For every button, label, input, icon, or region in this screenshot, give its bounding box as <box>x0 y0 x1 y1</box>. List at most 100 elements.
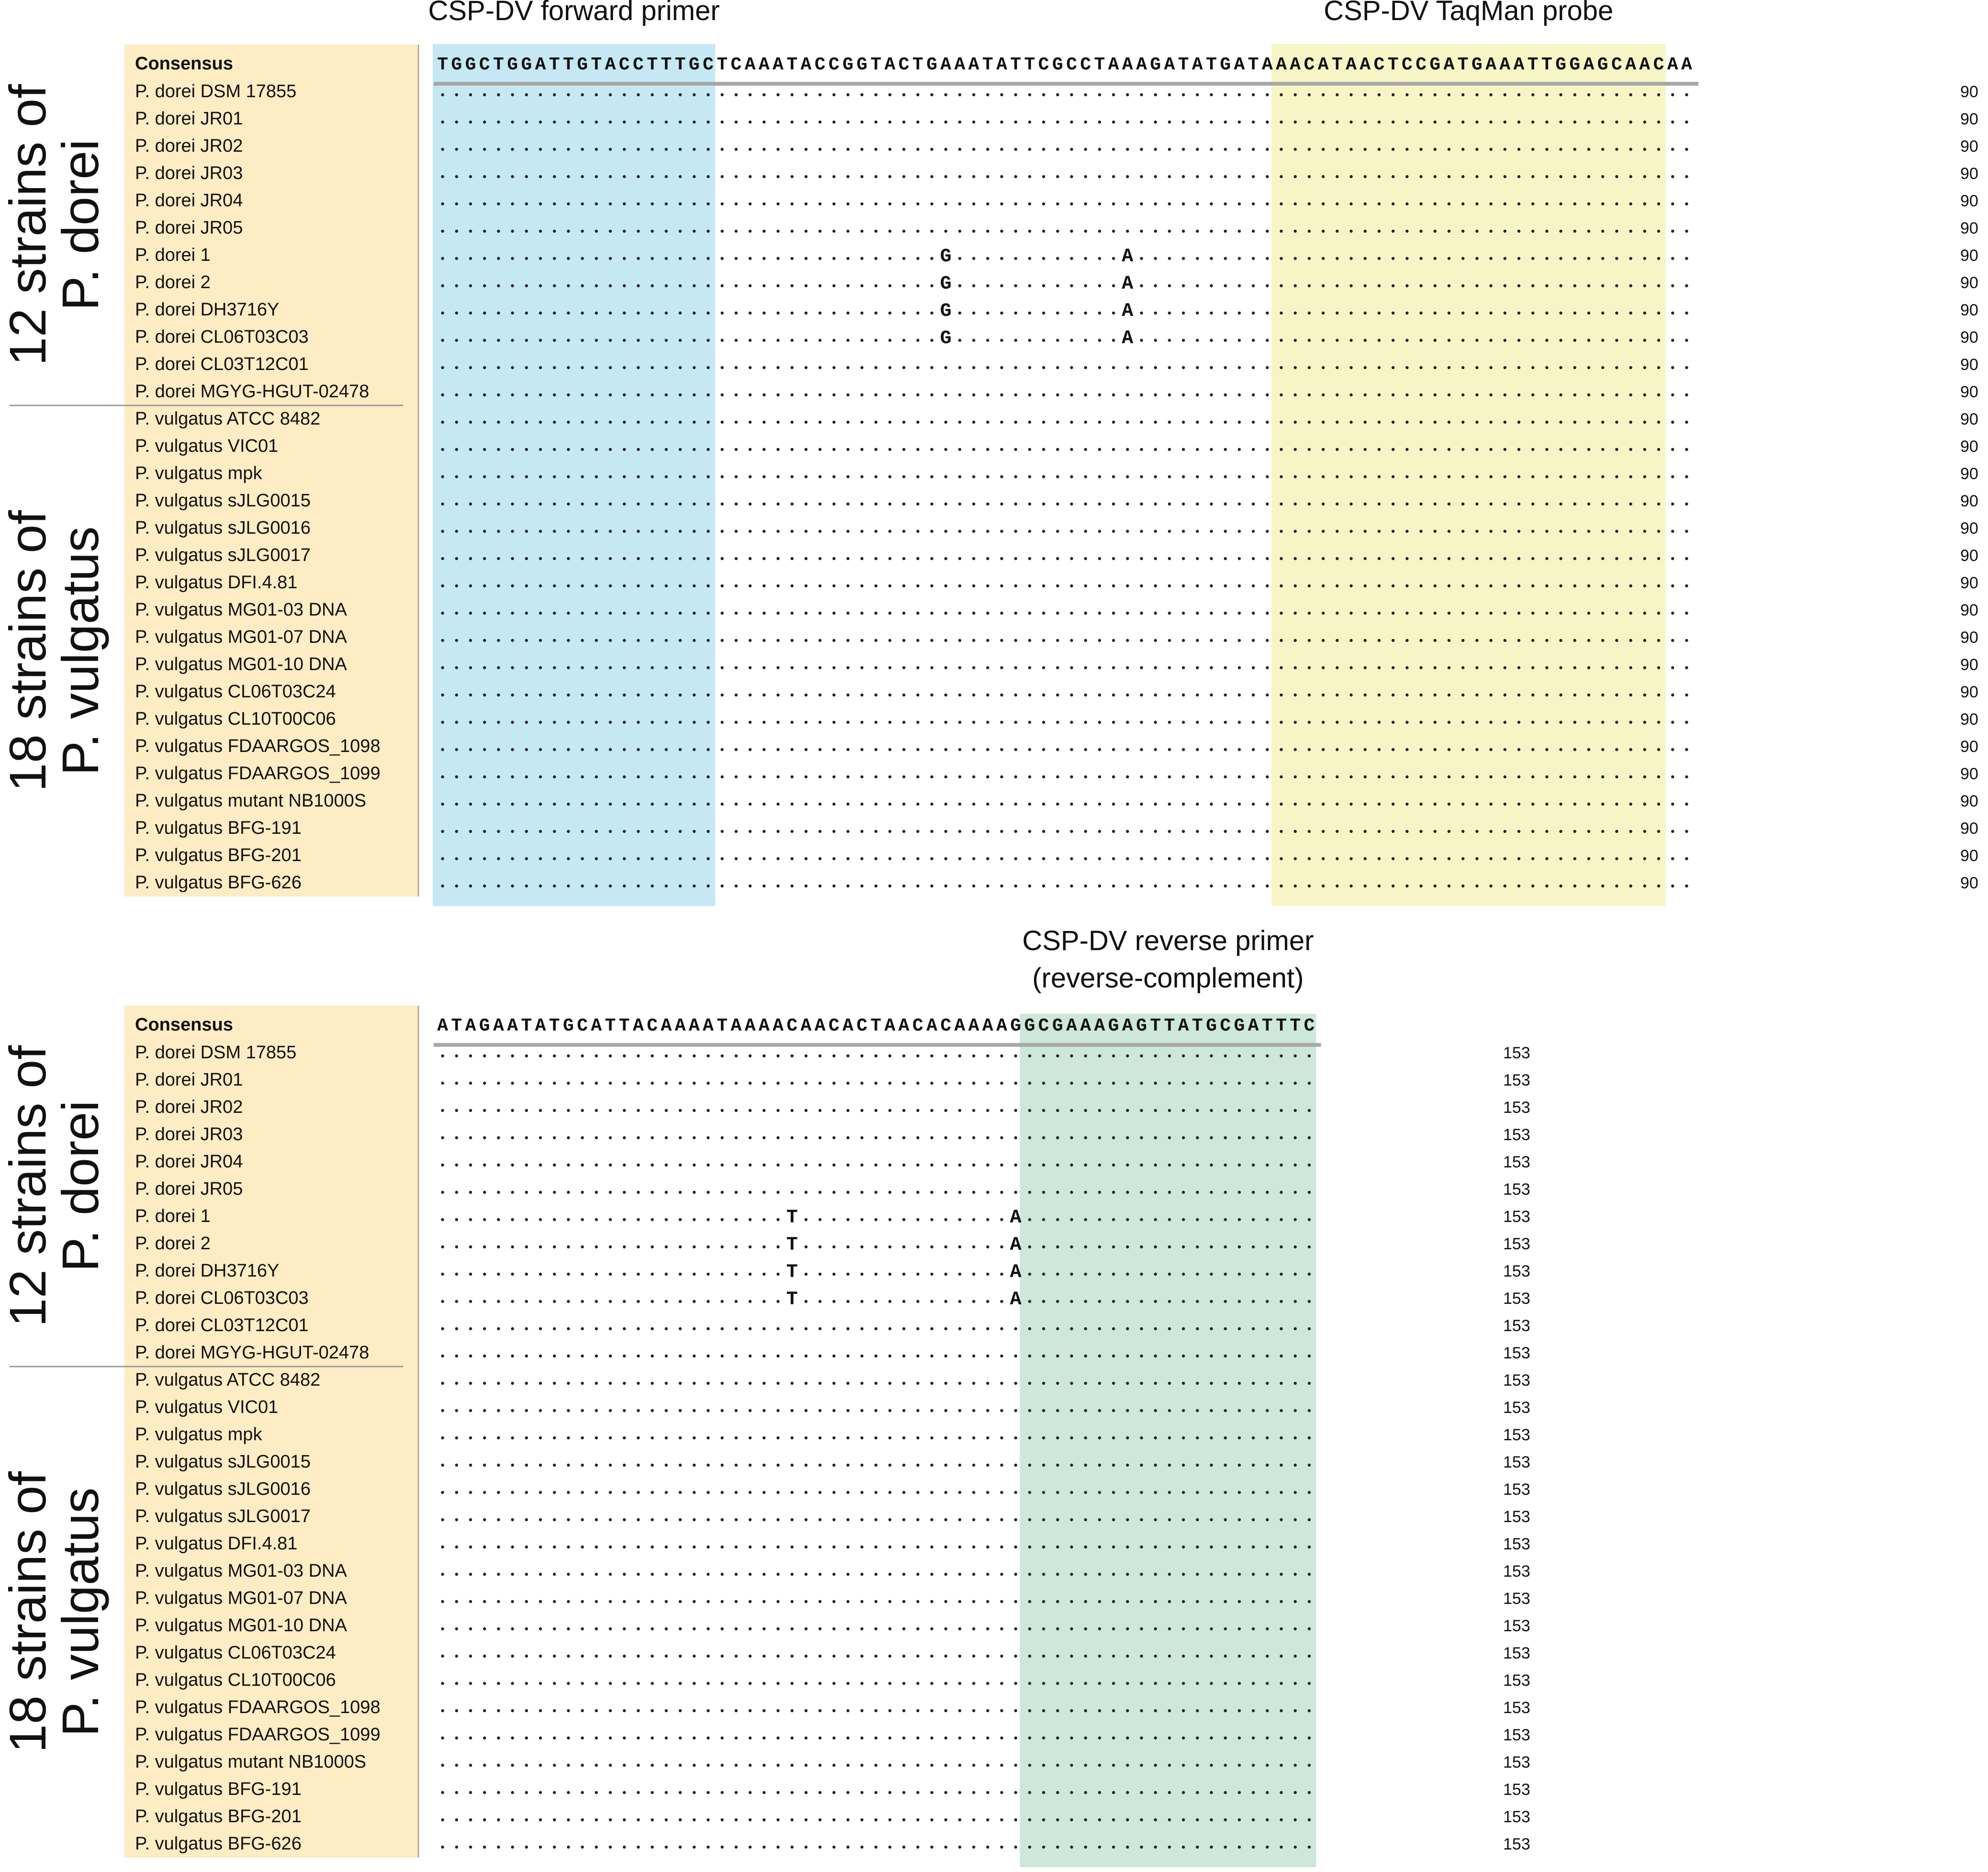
match-dot <box>469 1600 472 1603</box>
match-dot <box>707 1545 710 1549</box>
match-dot <box>567 1354 570 1358</box>
match-dot <box>734 284 738 288</box>
match-dot <box>832 448 836 451</box>
match-dot <box>455 720 458 724</box>
match-dot <box>986 1736 989 1740</box>
match-dot <box>567 366 570 370</box>
match-dot <box>1098 1709 1101 1713</box>
match-dot <box>525 1818 528 1822</box>
match-dot <box>511 1163 514 1167</box>
match-dot <box>1559 639 1562 642</box>
match-dot <box>497 502 500 506</box>
strain-sequence-row <box>441 775 1688 779</box>
strain-sequence-row <box>441 1491 1311 1494</box>
match-dot <box>734 693 738 697</box>
match-dot <box>1168 1109 1171 1112</box>
match-dot <box>707 1054 710 1058</box>
match-dot <box>1307 366 1311 370</box>
match-dot <box>720 857 724 861</box>
match-dot <box>707 1709 710 1713</box>
match-dot <box>1000 93 1003 97</box>
match-dot <box>525 720 528 724</box>
match-dot <box>1615 475 1618 479</box>
match-dot <box>1392 311 1395 315</box>
match-dot <box>664 1054 668 1058</box>
match-dot <box>874 93 878 97</box>
match-dot <box>1210 1791 1213 1794</box>
match-dot <box>874 366 878 370</box>
match-dot <box>651 1845 654 1849</box>
match-dot <box>1182 93 1185 97</box>
match-dot <box>1210 1572 1213 1576</box>
match-dot <box>1168 93 1171 97</box>
match-dot <box>1447 202 1451 206</box>
match-dot <box>1461 720 1465 724</box>
match-dot <box>1280 120 1283 124</box>
match-dot <box>1392 448 1395 451</box>
match-dot <box>1685 448 1688 451</box>
match-dot <box>944 1218 948 1222</box>
match-dot <box>581 284 584 288</box>
match-dot <box>1657 175 1661 179</box>
match-dot <box>511 1136 514 1140</box>
match-dot <box>1140 475 1143 479</box>
consensus-base: G <box>521 55 532 75</box>
match-dot <box>469 529 472 533</box>
match-dot <box>693 1081 696 1085</box>
match-dot <box>1237 502 1241 506</box>
match-dot <box>441 93 444 97</box>
match-dot <box>651 584 654 588</box>
match-dot <box>1126 1818 1129 1822</box>
match-dot <box>637 1436 640 1440</box>
match-dot <box>1140 1709 1143 1713</box>
match-dot <box>1377 693 1381 697</box>
match-dot <box>651 1272 654 1276</box>
match-dot <box>1363 611 1367 615</box>
match-dot <box>664 147 668 151</box>
match-dot <box>776 1190 780 1194</box>
match-dot <box>930 693 933 697</box>
match-dot <box>1210 311 1213 315</box>
match-dot <box>734 857 738 861</box>
match-dot <box>832 748 836 751</box>
match-dot <box>874 1327 878 1331</box>
match-dot <box>1070 1300 1073 1303</box>
match-dot <box>1545 611 1549 615</box>
match-dot <box>1237 1054 1241 1058</box>
match-dot <box>1545 475 1549 479</box>
match-dot <box>539 120 542 124</box>
match-dot <box>469 1845 472 1849</box>
match-dot <box>1112 529 1115 533</box>
match-dot <box>790 420 794 424</box>
match-dot <box>874 557 878 560</box>
match-dot <box>455 338 458 342</box>
match-dot <box>664 502 668 506</box>
match-dot <box>734 1381 738 1385</box>
match-dot <box>608 1409 612 1412</box>
match-dot <box>1447 857 1451 861</box>
match-dot <box>1517 666 1521 670</box>
match-dot <box>1196 1081 1199 1085</box>
match-dot <box>846 1518 850 1522</box>
match-dot <box>1237 284 1241 288</box>
match-dot <box>1531 557 1535 560</box>
match-dot <box>804 748 808 751</box>
match-dot <box>651 884 654 888</box>
match-dot <box>651 202 654 206</box>
match-dot <box>1112 1381 1115 1385</box>
match-dot <box>818 775 822 779</box>
match-dot <box>1392 830 1395 833</box>
match-dot <box>930 611 933 615</box>
match-dot <box>1014 639 1017 642</box>
match-dot <box>1349 529 1353 533</box>
match-dot <box>944 1109 948 1112</box>
match-dot <box>1126 775 1129 779</box>
position-number: 90 <box>1960 710 1978 729</box>
match-dot <box>623 338 626 342</box>
match-dot <box>1084 1245 1087 1249</box>
match-dot <box>930 1709 933 1713</box>
match-dot <box>1266 1709 1269 1713</box>
match-dot <box>930 884 933 888</box>
consensus-base: T <box>1276 1016 1287 1036</box>
match-dot <box>1336 393 1339 397</box>
